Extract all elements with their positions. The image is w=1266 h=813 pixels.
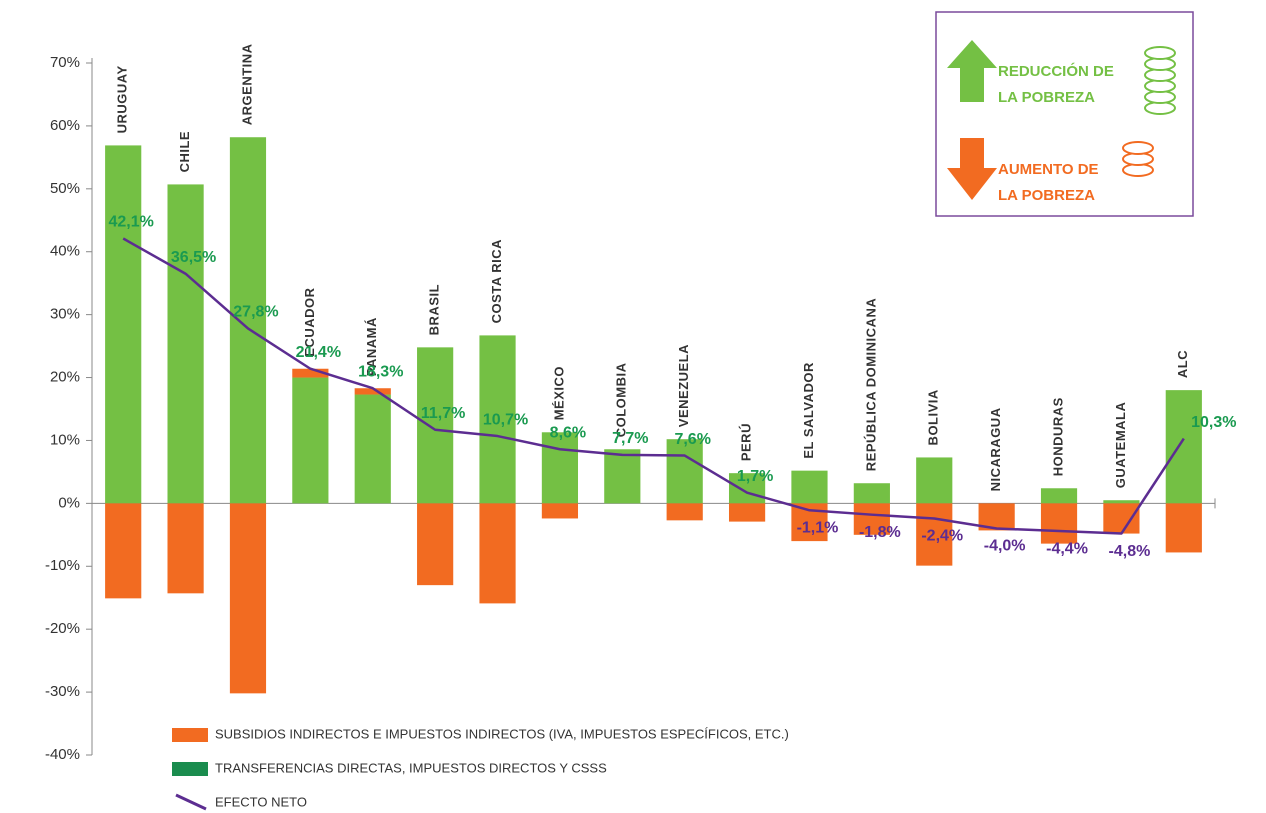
- bar: [916, 503, 953, 566]
- y-tick-label: 30%: [50, 306, 80, 323]
- arrow-down: [947, 138, 997, 200]
- legend-swatch: [175, 793, 207, 811]
- annotation: AUMENTO DE: [998, 161, 1099, 178]
- bar: [1040, 503, 1078, 544]
- bar: [354, 394, 391, 504]
- data-label: -4,0%: [984, 538, 1026, 555]
- data-label: -4,4%: [1046, 540, 1088, 557]
- bar: [105, 503, 142, 599]
- x-tick-label: COLOMBIA: [614, 362, 629, 437]
- bar: [666, 439, 703, 504]
- bar: [1165, 503, 1202, 553]
- data-label: -1,8%: [859, 524, 901, 541]
- y-tick-label: 70%: [50, 54, 80, 71]
- data-label: 42,1%: [109, 214, 154, 231]
- bar: [479, 335, 516, 504]
- y-tick-label: 0%: [58, 494, 80, 511]
- x-tick-label: GUATEMALA: [1113, 402, 1128, 489]
- bar: [666, 503, 703, 521]
- y-tick-label: -40%: [45, 746, 80, 763]
- x-tick-label: PANAMÁ: [364, 317, 379, 376]
- bar: [167, 503, 204, 594]
- bar: [417, 503, 454, 586]
- x-tick-label: ARGENTINA: [239, 43, 254, 125]
- bar: [541, 432, 579, 504]
- data-label: 27,8%: [233, 304, 278, 321]
- data-label: -2,4%: [921, 528, 963, 545]
- bar: [354, 388, 391, 395]
- bar: [604, 449, 641, 504]
- annotation: LA POBREZA: [998, 89, 1095, 106]
- x-tick-label: COSTA RICA: [489, 239, 504, 324]
- data-label: -1,1%: [797, 520, 839, 537]
- bar: [1103, 503, 1140, 534]
- data-label: 8,6%: [550, 424, 586, 441]
- legend-label: EFECTO NETO: [215, 794, 307, 809]
- bar: [167, 184, 204, 504]
- bar: [292, 377, 329, 504]
- x-tick-label: CHILE: [177, 131, 192, 173]
- bar: [1165, 390, 1202, 504]
- y-tick-label: -10%: [45, 557, 80, 574]
- coin-icon: [1144, 46, 1176, 60]
- annotation: LA POBREZA: [998, 187, 1095, 204]
- bar: [479, 503, 516, 604]
- data-label: 1,7%: [737, 468, 773, 485]
- x-tick-label: PERÚ: [739, 423, 754, 461]
- bar: [1103, 500, 1140, 504]
- bar: [916, 457, 953, 504]
- legend-label: TRANSFERENCIAS DIRECTAS, IMPUESTOS DIREC…: [215, 760, 607, 775]
- bar: [229, 137, 267, 504]
- data-label: 10,3%: [1191, 414, 1236, 431]
- x-tick-label: URUGUAY: [115, 65, 130, 133]
- bar: [105, 145, 142, 504]
- y-tick-label: 60%: [50, 117, 80, 134]
- arrow-up: [947, 40, 997, 102]
- bar: [541, 503, 579, 519]
- data-label: -4,8%: [1109, 543, 1151, 560]
- x-tick-label: VENEZUELA: [676, 344, 691, 427]
- data-label: 7,7%: [612, 430, 648, 447]
- legend-swatch: [172, 728, 208, 742]
- bar: [417, 347, 454, 504]
- x-tick-label: MÉXICO: [551, 366, 566, 420]
- data-label: 11,7%: [421, 405, 465, 422]
- bar: [791, 470, 828, 504]
- data-label: 18,3%: [358, 363, 403, 380]
- x-tick-label: EL SALVADOR: [801, 362, 816, 459]
- bar: [853, 483, 890, 504]
- x-tick-label: BOLIVIA: [926, 389, 941, 445]
- legend-swatch: [172, 762, 208, 776]
- x-tick-label: NICARAGUA: [988, 407, 1003, 491]
- bar: [229, 503, 267, 694]
- data-label: 36,5%: [171, 249, 216, 266]
- y-tick-label: 50%: [50, 180, 80, 197]
- bar: [728, 473, 766, 504]
- y-tick-label: 20%: [50, 369, 80, 386]
- x-tick-label: HONDURAS: [1050, 397, 1065, 476]
- bar: [292, 368, 329, 378]
- x-tick-label: ECUADOR: [302, 287, 317, 356]
- data-label: 10,7%: [483, 411, 528, 428]
- data-label: 7,6%: [674, 431, 710, 448]
- x-tick-label: BRASIL: [427, 284, 442, 335]
- x-tick-label: ALC: [1175, 350, 1190, 378]
- bar: [728, 503, 766, 522]
- bar: [853, 503, 890, 535]
- annotation: REDUCCIÓN DE: [998, 62, 1114, 80]
- coin-icon: [1122, 141, 1154, 155]
- x-tick-label: REPÚBLICA DOMINICANA: [863, 298, 878, 472]
- net-line: [122, 237, 1185, 535]
- y-tick-label: -20%: [45, 620, 80, 637]
- legend-label: SUBSIDIOS INDIRECTOS E IMPUESTOS INDIREC…: [215, 726, 789, 741]
- data-label: 21,4%: [296, 344, 341, 361]
- y-tick-label: 40%: [50, 243, 80, 260]
- bar: [1040, 488, 1078, 504]
- y-tick-label: 10%: [50, 431, 80, 448]
- y-tick-label: -30%: [45, 683, 80, 700]
